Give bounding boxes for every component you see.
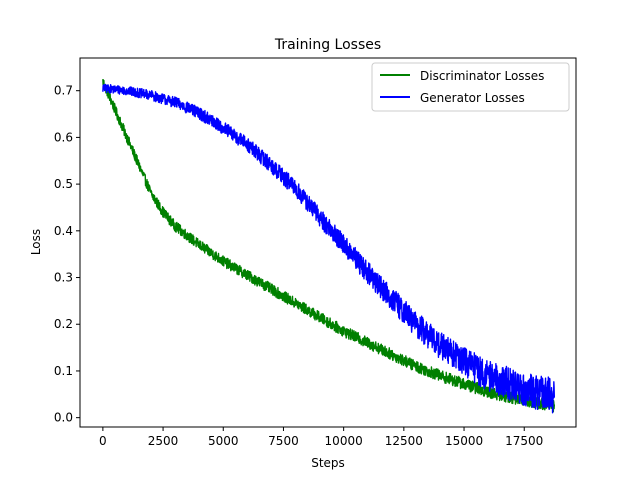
- x-tick-label: 12500: [385, 434, 423, 448]
- chart-title: Training Losses: [274, 37, 381, 53]
- series-line-generator: [102, 83, 556, 414]
- x-tick-label: 5000: [208, 434, 239, 448]
- plot-frame: [79, 57, 577, 428]
- legend-box: [371, 62, 570, 112]
- y-tick-label: 0.6: [54, 130, 73, 144]
- y-tick-label: 0.4: [54, 224, 73, 238]
- y-tick-label: 0.1: [54, 364, 73, 378]
- y-tick-label: 0.0: [54, 411, 73, 425]
- y-tick-label: 0.2: [54, 317, 73, 331]
- y-tick-label: 0.7: [54, 84, 73, 98]
- x-tick-label: 17500: [505, 434, 543, 448]
- y-axis: 0.0 0.1 0.2 0.3 0.4 0.5 0.6 0.7: [54, 84, 80, 425]
- legend-label-discriminator: Discriminator Losses: [420, 69, 544, 83]
- x-tick-label: 15000: [445, 434, 483, 448]
- x-tick-label: 2500: [148, 434, 179, 448]
- legend-label-generator: Generator Losses: [420, 91, 525, 105]
- y-axis-label: Loss: [29, 229, 43, 255]
- x-tick-label: 10000: [325, 434, 363, 448]
- legend: Discriminator Losses Generator Losses: [371, 62, 570, 112]
- x-tick-label: 7500: [268, 434, 299, 448]
- x-tick-label: 0: [99, 434, 107, 448]
- y-tick-label: 0.5: [54, 177, 73, 191]
- series-layer: [102, 79, 556, 414]
- y-tick-label: 0.3: [54, 271, 73, 285]
- x-axis-label: Steps: [311, 456, 345, 470]
- x-axis: 0 2500 5000 7500 10000 12500 15000 17500: [99, 427, 543, 448]
- series-line-discriminator: [102, 79, 556, 413]
